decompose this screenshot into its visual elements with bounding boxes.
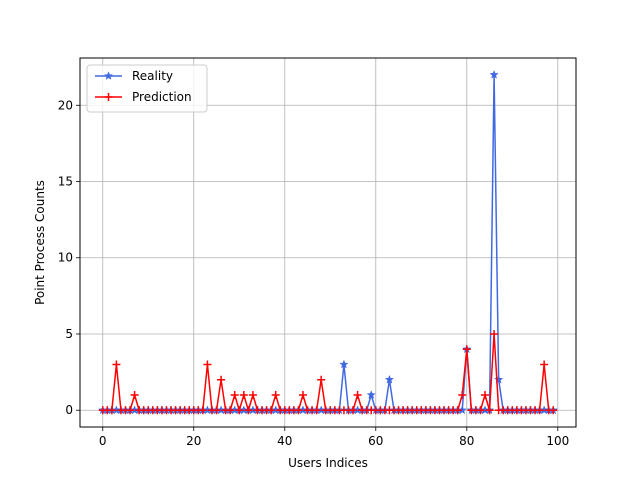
data-point-prediction bbox=[535, 406, 544, 415]
x-tick-label: 80 bbox=[459, 434, 474, 448]
y-axis-label: Point Process Counts bbox=[33, 180, 47, 305]
legend-label-reality: Reality bbox=[132, 69, 173, 83]
legend-star-icon bbox=[103, 71, 114, 80]
x-tick-label: 60 bbox=[368, 434, 383, 448]
legend-plus-icon bbox=[104, 93, 113, 101]
data-point-prediction bbox=[267, 406, 276, 415]
data-point-prediction bbox=[480, 390, 489, 399]
data-point-reality bbox=[493, 374, 504, 384]
data-point-prediction bbox=[235, 406, 244, 415]
y-tick-label: 5 bbox=[65, 327, 73, 341]
x-tick-label: 40 bbox=[277, 434, 292, 448]
data-point-prediction bbox=[540, 360, 549, 369]
y-tick-label: 10 bbox=[58, 251, 73, 265]
data-point-prediction bbox=[198, 406, 207, 415]
data-point-prediction bbox=[462, 345, 471, 354]
data-point-reality bbox=[384, 374, 395, 384]
data-point-prediction bbox=[349, 406, 358, 415]
data-point-prediction bbox=[248, 390, 257, 399]
x-axis-label: Users Indices bbox=[288, 456, 368, 470]
legend-marker-prediction bbox=[104, 93, 113, 101]
data-point-reality bbox=[339, 359, 349, 369]
y-tick-label: 20 bbox=[58, 98, 73, 112]
data-point-prediction bbox=[239, 390, 248, 399]
data-point-prediction bbox=[112, 360, 121, 369]
data-point-prediction bbox=[271, 390, 280, 399]
data-point-prediction bbox=[107, 406, 116, 415]
legend-label-prediction: Prediction bbox=[132, 90, 192, 104]
data-point-prediction bbox=[130, 390, 139, 399]
data-point-prediction bbox=[490, 329, 499, 338]
data-point-prediction bbox=[212, 406, 221, 415]
x-axis: 0 20 40 60 80 100 bbox=[99, 427, 569, 448]
y-axis: 0 5 10 15 20 bbox=[58, 98, 80, 417]
data-point-prediction bbox=[458, 390, 467, 399]
data-point-prediction bbox=[226, 406, 235, 415]
plot-frame bbox=[79, 57, 577, 428]
data-point-prediction bbox=[230, 390, 239, 399]
legend: Reality Prediction bbox=[86, 64, 208, 113]
data-point-prediction bbox=[353, 390, 362, 399]
y-tick-label: 0 bbox=[65, 403, 73, 417]
legend-marker-reality bbox=[103, 71, 114, 80]
data-point-prediction bbox=[203, 360, 212, 369]
data-point-prediction bbox=[217, 375, 226, 384]
x-tick-label: 100 bbox=[546, 434, 569, 448]
data-point-prediction bbox=[312, 406, 321, 415]
data-point-reality bbox=[366, 390, 376, 399]
data-point-prediction bbox=[298, 390, 307, 399]
x-tick-label: 20 bbox=[186, 434, 201, 448]
data-point-prediction bbox=[317, 375, 326, 384]
data-point-reality bbox=[457, 405, 467, 415]
data-point-prediction bbox=[126, 406, 135, 415]
data-point-prediction bbox=[476, 406, 485, 415]
x-tick-label: 0 bbox=[99, 434, 107, 448]
y-tick-label: 15 bbox=[58, 175, 73, 189]
data-point-prediction bbox=[294, 406, 303, 415]
series-prediction bbox=[98, 329, 558, 415]
data-point-prediction bbox=[244, 406, 253, 415]
data-point-reality bbox=[489, 69, 499, 79]
series-layer bbox=[98, 69, 558, 415]
data-point-prediction bbox=[453, 406, 462, 415]
data-point-prediction bbox=[549, 406, 558, 415]
data-point-prediction bbox=[485, 406, 494, 415]
